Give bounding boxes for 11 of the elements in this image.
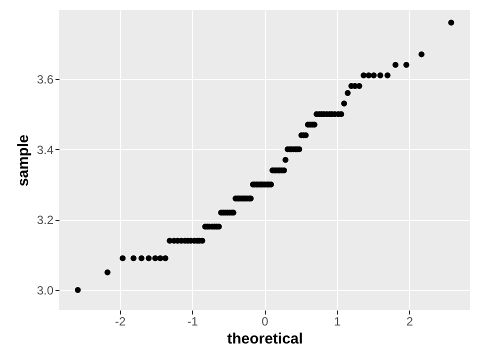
x-axis-title: theoretical (227, 330, 303, 348)
x-tick-label: 1 (334, 314, 342, 328)
x-tick-label: -2 (114, 314, 126, 328)
y-tick-label: 3.6 (36, 72, 54, 86)
y-axis-title: sample (14, 134, 32, 186)
x-tick-label: -1 (187, 314, 198, 328)
x-tick-label: 0 (262, 314, 269, 328)
y-tick-label: 3.4 (36, 142, 54, 157)
y-tick-label: 3.2 (36, 213, 54, 228)
x-tick-label: 2 (406, 314, 414, 328)
y-tick-label: 3.0 (36, 283, 54, 298)
